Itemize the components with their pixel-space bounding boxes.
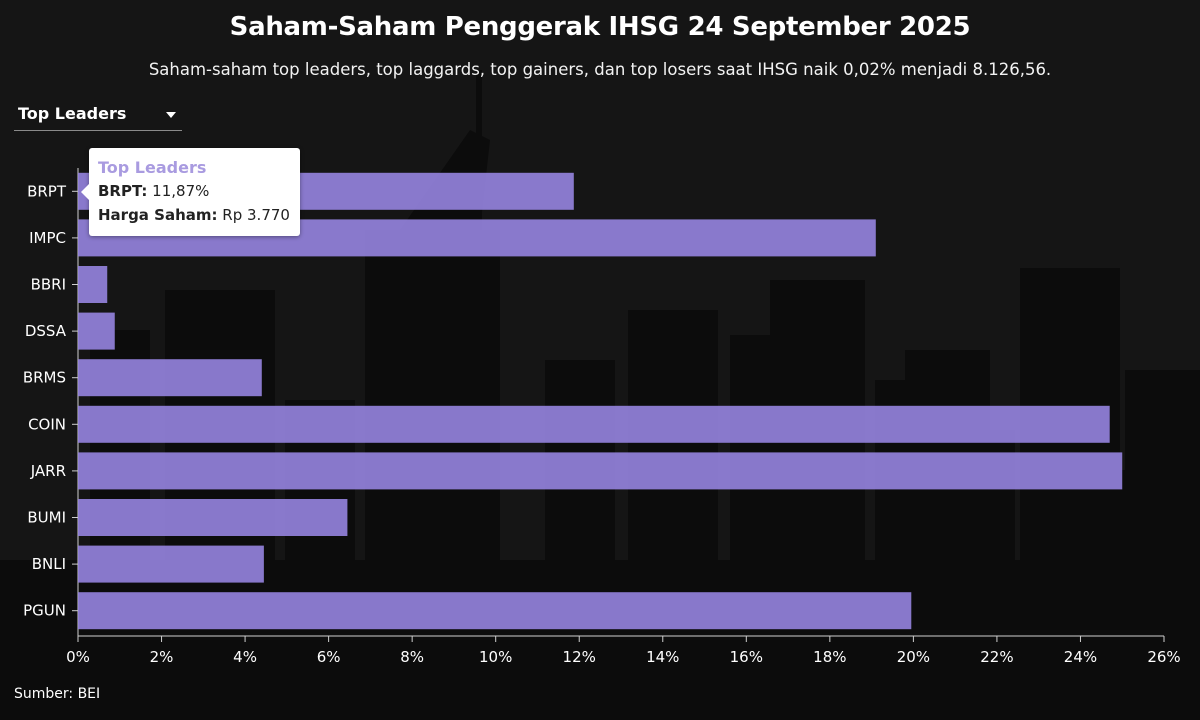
y-tick-label: BUMI	[27, 509, 66, 527]
y-tick-label: IMPC	[29, 229, 66, 247]
x-tick-label: 10%	[479, 648, 512, 666]
x-tick-label: 24%	[1064, 648, 1097, 666]
x-tick-label: 18%	[813, 648, 846, 666]
y-tick-label: BNLI	[32, 555, 66, 573]
bar-bumi[interactable]	[78, 499, 348, 536]
tooltip: Top Leaders BRPT: 11,87% Harga Saham: Rp…	[81, 148, 300, 236]
y-tick-label: DSSA	[25, 322, 67, 340]
bar-brms[interactable]	[78, 359, 262, 397]
bar-jarr[interactable]	[78, 452, 1123, 490]
y-tick-label: BRMS	[23, 369, 66, 387]
y-tick-label: BBRI	[31, 276, 66, 294]
bar-pgun[interactable]	[78, 592, 912, 630]
chart-title: Saham-Saham Penggerak IHSG 24 September …	[229, 12, 971, 42]
dropdown-selected-label: Top Leaders	[18, 104, 127, 123]
y-tick-label: COIN	[28, 415, 66, 433]
bar-dssa[interactable]	[78, 312, 115, 350]
chevron-down-icon	[166, 112, 176, 118]
chart-subtitle: Saham-saham top leaders, top laggards, t…	[148, 60, 1052, 79]
tooltip-ticker-value: 11,87%	[152, 182, 210, 200]
y-tick-label: PGUN	[23, 602, 66, 620]
x-tick-label: 16%	[730, 648, 763, 666]
tooltip-price-value: Rp 3.770	[222, 206, 290, 224]
bar-bbri[interactable]	[78, 266, 108, 303]
source-note: Sumber: BEI	[14, 686, 101, 702]
x-tick-label: 4%	[233, 648, 257, 666]
tooltip-ticker-label: BRPT:	[98, 182, 148, 200]
x-tick-label: 0%	[66, 648, 90, 666]
x-tick-label: 2%	[150, 648, 174, 666]
x-tick-label: 8%	[400, 648, 424, 666]
y-tick-label: BRPT	[27, 182, 67, 200]
x-tick-label: 12%	[563, 648, 596, 666]
bar-coin[interactable]	[78, 405, 1110, 443]
y-tick-label: JARR	[30, 462, 66, 480]
x-tick-label: 6%	[317, 648, 341, 666]
category-dropdown[interactable]: Top Leaders	[14, 100, 182, 131]
tooltip-ticker-row: BRPT: 11,87%	[98, 182, 209, 200]
x-tick-label: 22%	[980, 648, 1013, 666]
bar-bnli[interactable]	[78, 545, 264, 583]
x-tick-label: 26%	[1147, 648, 1180, 666]
tooltip-title: Top Leaders	[98, 158, 207, 177]
x-tick-label: 14%	[646, 648, 679, 666]
tooltip-price-row: Harga Saham: Rp 3.770	[98, 206, 290, 224]
tooltip-price-label: Harga Saham:	[98, 206, 218, 224]
x-tick-label: 20%	[897, 648, 930, 666]
